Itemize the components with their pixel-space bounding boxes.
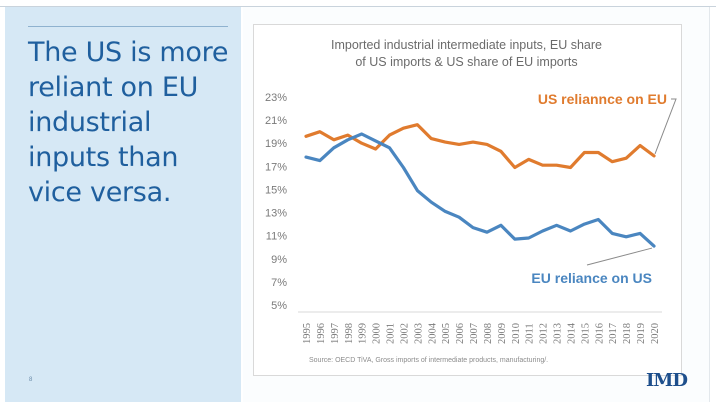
x-tick-label: 2002: [399, 323, 410, 344]
x-tick-label: 2012: [539, 323, 550, 344]
series-line-eu-reliance-on-us: [304, 132, 656, 248]
x-tick-label: 2006: [455, 323, 466, 344]
y-tick-label: 5%: [271, 300, 287, 312]
y-tick-label: 19%: [265, 138, 287, 150]
x-tick-label: 1995: [302, 323, 313, 344]
x-tick-label: 2020: [650, 323, 661, 344]
y-tick-label: 17%: [265, 161, 287, 173]
x-tick-label: 2016: [594, 323, 605, 344]
x-tick-label: 1996: [316, 323, 327, 344]
x-tick-label: 2000: [372, 323, 383, 344]
top-divider: [0, 6, 716, 7]
x-tick-label: 1998: [344, 323, 355, 344]
x-tick-label: 2008: [483, 323, 494, 344]
y-tick-label: 23%: [265, 92, 287, 104]
y-tick-label: 13%: [265, 208, 287, 220]
slide-headline: The US is more reliant on EU industrial …: [28, 37, 229, 208]
x-tick-label: 2003: [413, 323, 424, 344]
x-tick-label: 1999: [358, 323, 369, 344]
leader-line-us: [654, 98, 677, 155]
y-tick-label: 21%: [265, 115, 287, 127]
y-tick-label: 11%: [266, 231, 287, 243]
x-tick-label: 2015: [580, 323, 591, 344]
headline-rule: [28, 26, 228, 27]
x-tick-label: 2018: [622, 323, 633, 344]
series-labels: US reliannce on EU EU reliance on US: [531, 91, 677, 286]
series-group: [304, 123, 656, 248]
x-tick-label: 2005: [441, 323, 452, 344]
series-label-us-reliance-on-eu: US reliannce on EU: [538, 91, 667, 107]
x-tick-label: 2013: [553, 323, 564, 344]
x-tick-label: 2010: [511, 323, 522, 344]
y-tick-label: 7%: [271, 277, 287, 289]
x-tick-label: 2011: [525, 323, 536, 344]
imd-logo: IMD: [646, 370, 688, 391]
series-line-us-reliance-on-eu: [304, 123, 656, 170]
chart-title-line-1: Imported industrial intermediate inputs,…: [331, 38, 602, 52]
y-axis: 5% 7% 9% 11% 13% 15% 17% 19% 21% 23%: [265, 92, 287, 312]
x-tick-label: 1997: [330, 323, 341, 344]
x-tick-label: 2001: [386, 323, 397, 344]
source-note: Source: OECD TiVA, Gross imports of inte…: [309, 357, 549, 364]
x-tick-label: 2009: [497, 323, 508, 344]
y-tick-label: 15%: [265, 184, 287, 196]
x-tick-label: 2014: [566, 322, 577, 344]
x-tick-label: 2007: [469, 323, 480, 344]
y-tick-label: 9%: [271, 254, 287, 266]
chart-title-line-2: of US imports & US share of EU imports: [355, 55, 578, 69]
slide-number: 8: [29, 377, 33, 383]
series-label-eu-reliance-on-us: EU reliance on US: [531, 270, 652, 286]
chart-frame: [253, 24, 682, 376]
leader-line-eu: [586, 247, 653, 266]
x-axis: 1995 1996 1997 1998 1999 2000 2001 2002 2003 2004…: [302, 322, 661, 344]
x-tick-label: 2017: [608, 323, 619, 344]
x-tick-label: 2019: [636, 323, 647, 344]
x-tick-label: 2004: [427, 322, 438, 344]
headline-panel: The US is more reliant on EU industrial …: [5, 7, 241, 402]
chart-title: Imported industrial intermediate inputs,…: [253, 37, 680, 71]
